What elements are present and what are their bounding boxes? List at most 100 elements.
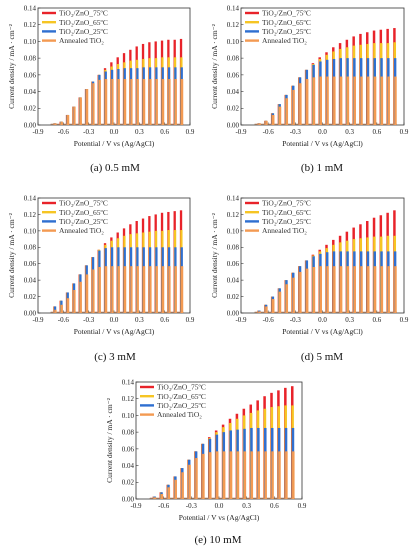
x-tick-label: 0.6 bbox=[372, 128, 381, 136]
bar-orange bbox=[285, 98, 289, 125]
legend-entry: TiO₂/ZnO_75ºC bbox=[262, 199, 311, 208]
bar-orange bbox=[312, 267, 316, 313]
bar-orange bbox=[360, 76, 363, 125]
chart-panel-1: 0.00 0.02 0.04 0.06 0.08 0.10 0.12 0.14 -0.9 -0.6… bbox=[7, 4, 195, 174]
bar-orange bbox=[271, 299, 275, 313]
y-tick-label: 0.14 bbox=[227, 4, 240, 12]
bar-orange bbox=[92, 83, 95, 125]
bar-orange bbox=[136, 79, 139, 125]
bar-orange bbox=[367, 76, 370, 125]
bar-orange bbox=[180, 266, 184, 313]
y-tick-label: 0.00 bbox=[227, 121, 240, 129]
bar-orange bbox=[326, 266, 329, 313]
bar-orange bbox=[155, 79, 158, 125]
bar-orange bbox=[60, 121, 63, 125]
x-tick-label: 0.9 bbox=[186, 316, 195, 324]
y-tick-label: 0.02 bbox=[227, 293, 240, 301]
y-tick-label: 0.06 bbox=[24, 71, 37, 79]
bar-orange bbox=[346, 266, 350, 313]
x-tick-label: 0.6 bbox=[160, 316, 169, 324]
bar-orange bbox=[360, 266, 363, 313]
bar-orange bbox=[353, 266, 356, 313]
x-tick-label: -0.3 bbox=[290, 316, 302, 324]
bar-orange bbox=[168, 266, 171, 313]
bar-orange bbox=[236, 451, 240, 499]
y-tick-label: 0.00 bbox=[227, 309, 240, 317]
x-axis-label: Potential / V vs (Ag/AgCl) bbox=[74, 139, 155, 148]
bar-orange bbox=[353, 76, 356, 125]
bar-orange bbox=[73, 290, 76, 313]
bar-orange bbox=[188, 464, 191, 499]
panel-caption: (e) 10 mM bbox=[194, 534, 241, 546]
bar-orange bbox=[380, 266, 384, 313]
y-tick-label: 0.10 bbox=[24, 38, 37, 46]
x-axis-label: Potential / V vs (Ag/AgCl) bbox=[282, 327, 363, 336]
bar-orange bbox=[54, 309, 57, 313]
bar-orange bbox=[257, 451, 260, 499]
x-tick-label: -0.6 bbox=[58, 128, 70, 136]
chart-panel-5: 0.00 0.02 0.04 0.06 0.08 0.10 0.12 0.14 -0.9 -0.6… bbox=[105, 378, 307, 546]
bar-orange bbox=[92, 269, 95, 313]
y-axis-label: Current density / mA · cm⁻² bbox=[210, 23, 219, 108]
bar-orange bbox=[305, 79, 309, 125]
x-tick-label: 0.9 bbox=[400, 128, 409, 136]
y-tick-label: 0.02 bbox=[24, 293, 37, 301]
bar-orange bbox=[155, 266, 158, 313]
bar-orange bbox=[174, 479, 177, 499]
bar-orange bbox=[85, 274, 89, 313]
x-tick-label: 0.0 bbox=[215, 502, 224, 510]
bar-orange bbox=[292, 451, 295, 499]
bar-orange bbox=[319, 266, 322, 313]
bar-orange bbox=[136, 266, 139, 313]
legend-entry: TiO₂/ZnO_65ºC bbox=[59, 208, 108, 217]
bar-orange bbox=[180, 79, 184, 125]
x-tick-label: 0.6 bbox=[270, 502, 279, 510]
bar-orange bbox=[174, 79, 177, 125]
bar-orange bbox=[222, 451, 226, 499]
y-tick-label: 0.00 bbox=[122, 495, 135, 503]
bar-orange bbox=[380, 76, 384, 125]
legend-entry: Annealed TiO₂ bbox=[262, 36, 307, 45]
bar-orange bbox=[278, 106, 282, 125]
bar-orange bbox=[111, 266, 114, 313]
legend-entry: Annealed TiO₂ bbox=[59, 226, 104, 235]
bar-orange bbox=[339, 76, 343, 125]
x-tick-label: 0.9 bbox=[400, 316, 409, 324]
x-axis-label: Potential / V vs (Ag/AgCl) bbox=[74, 327, 155, 336]
x-tick-label: -0.3 bbox=[83, 316, 95, 324]
bar-orange bbox=[312, 77, 316, 125]
x-tick-label: 0.3 bbox=[242, 502, 251, 510]
x-tick-label: 0.6 bbox=[372, 316, 381, 324]
bar-orange bbox=[66, 298, 70, 313]
panel-caption: (c) 3 mM bbox=[94, 351, 136, 363]
y-axis-label: Current density / mA · cm⁻² bbox=[7, 23, 16, 108]
bar-orange bbox=[168, 79, 171, 125]
y-tick-label: 0.00 bbox=[24, 121, 37, 129]
bar-orange bbox=[305, 268, 309, 313]
bar-orange bbox=[111, 79, 114, 125]
bar-orange bbox=[130, 266, 133, 313]
y-tick-label: 0.12 bbox=[24, 21, 37, 29]
bar-orange bbox=[265, 120, 268, 125]
bar-orange bbox=[333, 266, 336, 313]
bar-orange bbox=[117, 266, 120, 313]
y-tick-label: 0.06 bbox=[227, 260, 240, 268]
y-tick-label: 0.02 bbox=[24, 105, 37, 113]
y-tick-label: 0.06 bbox=[227, 71, 240, 79]
bar-orange bbox=[130, 79, 133, 125]
bar-orange bbox=[215, 451, 219, 499]
bar-orange bbox=[209, 452, 212, 499]
legend-entry: TiO₂/ZnO_65ºC bbox=[157, 392, 206, 401]
bar-orange bbox=[79, 281, 82, 313]
legend-entry: TiO₂/ZnO_75ºC bbox=[59, 9, 108, 18]
x-tick-label: -0.6 bbox=[263, 128, 275, 136]
y-tick-label: 0.14 bbox=[122, 378, 135, 386]
bar-orange bbox=[387, 76, 390, 125]
y-tick-label: 0.12 bbox=[122, 395, 135, 403]
bar-orange bbox=[271, 451, 274, 499]
y-tick-label: 0.04 bbox=[24, 88, 37, 96]
panel-caption: (d) 5 mM bbox=[301, 351, 343, 363]
bar-orange bbox=[161, 79, 165, 125]
x-tick-label: 0.3 bbox=[135, 316, 144, 324]
x-tick-label: -0.3 bbox=[83, 128, 95, 136]
